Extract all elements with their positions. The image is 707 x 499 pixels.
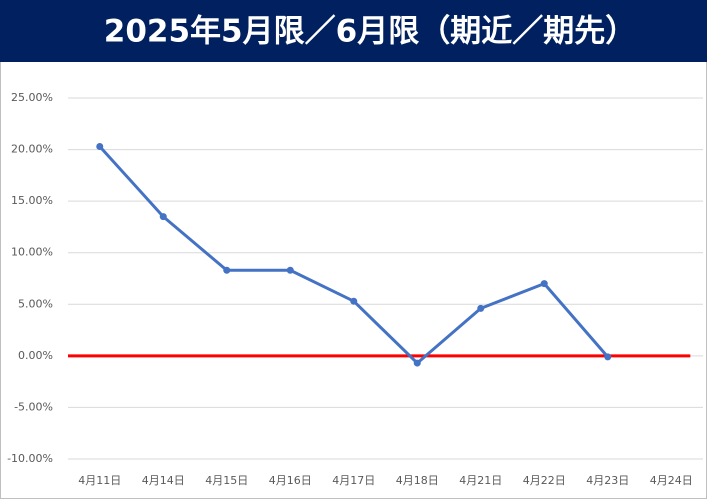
y-tick-label: 5.00%	[18, 297, 53, 310]
y-tick-label: 15.00%	[11, 194, 53, 207]
x-tick-label: 4月14日	[142, 474, 185, 487]
x-tick-label: 4月17日	[332, 474, 375, 487]
point	[604, 353, 612, 361]
point	[350, 297, 358, 305]
x-tick-label: 4月24日	[650, 474, 693, 487]
point	[159, 213, 167, 221]
point	[286, 266, 294, 274]
x-tick-label: 4月11日	[78, 474, 121, 487]
x-tick-label: 4月23日	[586, 474, 629, 487]
y-tick-label: 0.00%	[18, 349, 53, 362]
y-tick-label: -5.00%	[14, 400, 53, 413]
x-tick-label: 4月21日	[459, 474, 502, 487]
y-tick-label: 10.00%	[11, 246, 53, 259]
point	[96, 142, 104, 150]
point	[477, 304, 485, 312]
title-banner	[0, 0, 707, 62]
y-tick-label: -10.00%	[7, 452, 53, 465]
y-tick-label: 20.00%	[11, 143, 53, 156]
x-tick-label: 4月15日	[205, 474, 248, 487]
chart-title: 2025年5月限／6月限（期近／期先）	[104, 14, 636, 50]
x-tick-label: 4月18日	[396, 474, 439, 487]
x-tick-label: 4月22日	[523, 474, 566, 487]
x-tick-label: 4月16日	[269, 474, 312, 487]
point	[413, 359, 421, 367]
point	[223, 266, 231, 274]
point	[540, 280, 548, 288]
y-tick-label: 25.00%	[11, 91, 53, 104]
